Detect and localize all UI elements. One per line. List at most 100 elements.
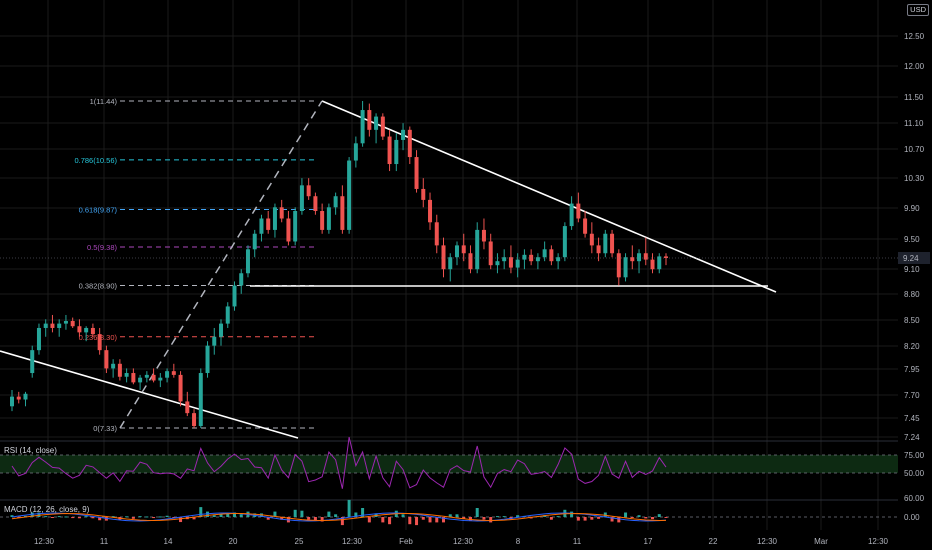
candle-body (131, 373, 136, 383)
macd-histogram-bar (44, 516, 48, 518)
price-tick-label: 7.45 (904, 414, 920, 423)
candle-body (434, 222, 439, 246)
macd-histogram-bar (428, 517, 432, 523)
candle-body (245, 249, 250, 274)
macd-histogram-bar (266, 517, 270, 520)
macd-histogram-bar (226, 513, 230, 517)
candle-body (535, 257, 540, 262)
candle-body (508, 257, 513, 268)
price-tick-label: 8.50 (904, 316, 920, 325)
candle-body (198, 373, 203, 426)
time-tick-label: 12:30 (868, 537, 889, 546)
macd-histogram-bar (495, 516, 499, 518)
macd-histogram-bar (165, 515, 169, 517)
fib-level-label: 0(7.33) (93, 424, 117, 433)
candle-body (192, 413, 197, 426)
macd-histogram-bar (617, 517, 621, 523)
candle-body (589, 233, 594, 246)
candle-body (421, 188, 426, 200)
macd-histogram-bar (313, 517, 317, 521)
candle-body (340, 196, 345, 230)
candle-body (313, 196, 318, 212)
candle-body (556, 257, 561, 262)
macd-histogram-bar (603, 512, 607, 517)
macd-histogram-bar (651, 517, 655, 520)
candle-body (266, 218, 271, 230)
candle-body (50, 323, 55, 328)
price-axis[interactable]: 12.50 12.00 11.50 11.10 10.70 10.30 9.90 9.50 9.… (898, 0, 932, 550)
candle-body (616, 253, 621, 278)
candle-body (259, 218, 264, 234)
candle-body (138, 377, 143, 383)
macd-histogram-bar (327, 511, 331, 517)
grid-lines (0, 0, 898, 530)
rsi-tick-label: 60.00 (904, 494, 925, 503)
macd-histogram-bar (23, 515, 27, 517)
macd-label[interactable]: MACD (12, 26, close, 9) (4, 505, 90, 514)
macd-histogram-bar (475, 508, 479, 517)
candle-body (232, 285, 237, 307)
time-tick-label: 8 (516, 537, 521, 546)
macd-histogram-bar (354, 512, 358, 517)
time-tick-label: 25 (295, 537, 304, 546)
macd-histogram-bar (610, 517, 614, 522)
candle-body (407, 129, 412, 158)
candle-body (650, 259, 655, 270)
candle-body (522, 254, 527, 260)
candle-body (542, 249, 547, 258)
candle-body (23, 393, 28, 400)
macd-histogram-bar (152, 517, 156, 519)
time-tick-label: 17 (644, 537, 653, 546)
macd-histogram-bar (549, 517, 553, 520)
macd-histogram-bar (98, 517, 102, 521)
fib-level-label: 0.5(9.38) (87, 243, 118, 252)
upper-trendline[interactable] (321, 100, 777, 293)
macd-histogram-bar (320, 517, 324, 522)
price-tick-label: 7.24 (904, 433, 920, 442)
candle-body (306, 185, 311, 197)
macd-histogram-bar (455, 514, 459, 517)
macd-histogram-bar (556, 516, 560, 518)
fib-level-label: 0.618(9.87) (79, 206, 118, 215)
candle-body (124, 373, 129, 377)
rsi-line (11, 436, 667, 489)
macd-histogram-bar (71, 517, 75, 519)
trend-lines[interactable] (0, 100, 777, 439)
candle-body (117, 363, 122, 377)
candle-body (401, 129, 406, 140)
candle-body (596, 245, 601, 254)
candle-body (549, 249, 554, 262)
rsi-label[interactable]: RSI (14, close) (4, 446, 57, 455)
currency-badge[interactable]: USD (907, 4, 929, 16)
macd-histogram-bar (138, 516, 142, 518)
fib-level-label: 0.786(10.56) (74, 156, 117, 165)
lower-trendline[interactable] (0, 350, 299, 439)
time-axis[interactable]: 12:30 11 14 20 25 12:30 Feb 12:30 8 11 17 22 12:30 Ma… (34, 537, 889, 546)
macd-histogram-bar (77, 517, 81, 519)
fib-diagonal[interactable] (119, 100, 323, 429)
macd-histogram-bar (442, 517, 446, 523)
candle-body (111, 363, 116, 369)
macd-histogram-bar (307, 517, 311, 520)
candle-body (144, 374, 149, 378)
fib-level-label: 1(11.44) (90, 97, 118, 106)
macd-histogram-bar (50, 517, 54, 518)
macd-histogram-bar (583, 517, 587, 521)
macd-histogram-bar (388, 517, 392, 525)
macd-histogram-bar (401, 514, 405, 517)
fib-level-label: 0.382(8.90) (79, 282, 118, 291)
time-tick-label: 20 (229, 537, 238, 546)
candle-body (664, 256, 668, 258)
candle-body (165, 371, 170, 378)
candle-body (272, 207, 277, 230)
macd-histogram-bar (232, 512, 236, 517)
macd-histogram-bar (482, 517, 486, 520)
rsi-pane (0, 436, 898, 489)
candle-body (623, 257, 628, 278)
macd-histogram-bar (570, 511, 574, 517)
price-tick-label: 7.70 (904, 391, 920, 400)
candle-body (171, 371, 176, 375)
macd-histogram-bar (502, 516, 506, 518)
time-tick-label: Feb (399, 537, 413, 546)
